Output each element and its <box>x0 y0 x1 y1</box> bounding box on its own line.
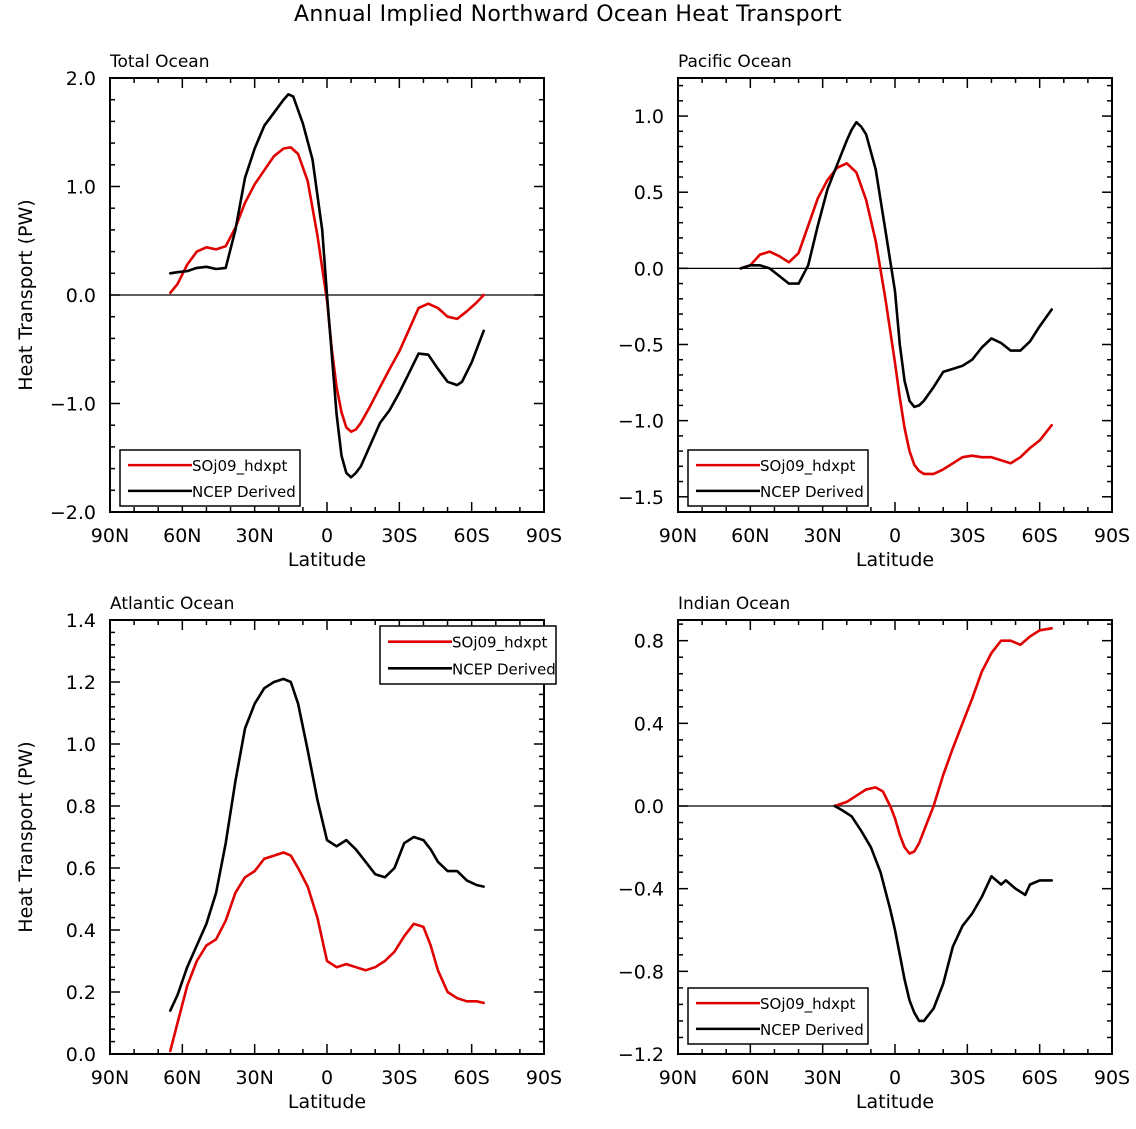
x-tick-label-30S: 30S <box>381 1067 417 1089</box>
panel-title: Total Ocean <box>109 52 210 72</box>
y-tick-label-0p2: 0.2 <box>66 982 96 1004</box>
x-axis-label: Latitude <box>288 549 366 571</box>
x-tick-label-90N: 90N <box>659 1067 697 1089</box>
x-tick-label-0: 0 <box>889 525 901 547</box>
legend: SOj09_hdxpt NCEP Derived <box>687 987 869 1045</box>
y-axis-label: Heat Transport (PW) <box>15 199 37 390</box>
panel-indian-ocean: Indian Ocean −1.2 −0.8 −0.4 0.0 0.4 0.8 90N 60N 3… <box>618 594 1130 1113</box>
x-tick-label-30S: 30S <box>949 525 985 547</box>
legend-label-ncep-derived: NCEP Derived <box>760 483 864 501</box>
legend: SOj09_hdxpt NCEP Derived <box>379 625 557 685</box>
legend: SOj09_hdxpt NCEP Derived <box>119 449 301 507</box>
legend-box <box>379 625 557 685</box>
legend-label-model: SOj09_hdxpt <box>192 457 288 476</box>
y-tick-label-m2: −2.0 <box>50 502 96 524</box>
legend-box <box>687 449 869 507</box>
x-tick-label-30S: 30S <box>949 1067 985 1089</box>
series-line-model <box>169 146 486 434</box>
y-tick-label-1: 1.0 <box>66 734 96 756</box>
y-tick-label-m0p5: −0.5 <box>618 334 664 356</box>
y-tick-label-1p4: 1.4 <box>66 610 96 632</box>
x-tick-label-60S: 60S <box>454 525 490 547</box>
y-tick-label-1: 1.0 <box>634 106 664 128</box>
panel-title: Atlantic Ocean <box>110 594 234 614</box>
x-tick-label-90N: 90N <box>659 525 697 547</box>
y-tick-label-0p4: 0.4 <box>66 920 96 942</box>
series-line-model <box>833 626 1053 855</box>
panel-total-ocean: Total Ocean −2.0 −1.0 0.0 1.0 2.0 90N 60N 30N 0 30… <box>15 52 562 571</box>
x-tick-label-90S: 90S <box>526 1067 562 1089</box>
y-tick-label-0: 0.0 <box>66 1044 96 1066</box>
panel-title: Pacific Ocean <box>678 52 792 72</box>
x-tick-label-60S: 60S <box>1022 1067 1058 1089</box>
x-tick-label-60S: 60S <box>454 1067 490 1089</box>
series-line-ncep-derived <box>833 804 1053 1023</box>
x-tick-label-90S: 90S <box>526 525 562 547</box>
x-axis-label: Latitude <box>856 549 934 571</box>
y-tick-label-0p4: 0.4 <box>634 713 664 735</box>
legend-box <box>687 987 869 1045</box>
y-tick-label-1p2: 1.2 <box>66 672 96 694</box>
x-tick-label-0: 0 <box>321 525 333 547</box>
x-tick-label-0: 0 <box>321 1067 333 1089</box>
y-tick-label-0: 0.0 <box>66 285 96 307</box>
y-tick-label-2: 2.0 <box>66 68 96 90</box>
series-line-ncep-derived <box>169 93 486 479</box>
legend: SOj09_hdxpt NCEP Derived <box>687 449 869 507</box>
series-line-model <box>739 162 1053 476</box>
x-tick-label-60N: 60N <box>731 525 769 547</box>
y-tick-label-0p6: 0.6 <box>66 858 96 880</box>
legend-label-ncep-derived: NCEP Derived <box>192 483 296 501</box>
y-tick-label-m1p2: −1.2 <box>618 1044 664 1066</box>
y-tick-label-m1: −1.0 <box>50 394 96 416</box>
legend-label-ncep-derived: NCEP Derived <box>760 1021 864 1039</box>
y-tick-label-m0p4: −0.4 <box>618 879 664 901</box>
y-tick-label-0: 0.0 <box>634 796 664 818</box>
figure-title: Annual Implied Northward Ocean Heat Tran… <box>294 2 842 27</box>
y-tick-label-m1p5: −1.5 <box>618 487 664 509</box>
x-tick-label-90S: 90S <box>1094 525 1130 547</box>
series-line-ncep-derived <box>169 677 486 1012</box>
x-tick-label-30N: 30N <box>235 525 273 547</box>
x-tick-label-90N: 90N <box>91 1067 129 1089</box>
x-tick-label-60N: 60N <box>163 525 201 547</box>
x-tick-label-60N: 60N <box>731 1067 769 1089</box>
y-tick-label-m1: −1.0 <box>618 411 664 433</box>
x-axis-label: Latitude <box>856 1091 934 1113</box>
y-tick-label-m0p8: −0.8 <box>618 961 664 983</box>
x-tick-label-90S: 90S <box>1094 1067 1130 1089</box>
y-tick-label-0p8: 0.8 <box>66 796 96 818</box>
series-line-model <box>169 851 486 1053</box>
panel-title: Indian Ocean <box>678 594 790 614</box>
x-tick-label-30N: 30N <box>235 1067 273 1089</box>
panel-atlantic-ocean: Atlantic Ocean 0.0 0.2 0.4 0.6 0.8 1.0 1.2 1.4 90… <box>15 594 562 1113</box>
x-tick-label-90N: 90N <box>91 525 129 547</box>
legend-box <box>119 449 301 507</box>
legend-label-model: SOj09_hdxpt <box>760 457 856 476</box>
x-tick-label-30S: 30S <box>381 525 417 547</box>
x-tick-label-0: 0 <box>889 1067 901 1089</box>
x-tick-label-30N: 30N <box>803 1067 841 1089</box>
legend-label-ncep-derived: NCEP Derived <box>452 660 556 678</box>
legend-label-model: SOj09_hdxpt <box>760 995 856 1014</box>
y-tick-label-0: 0.0 <box>634 258 664 280</box>
panel-pacific-ocean: Pacific Ocean −1.5 −1.0 −0.5 0.0 0.5 1.0 90N 60N… <box>618 52 1130 571</box>
y-axis-label: Heat Transport (PW) <box>15 741 37 932</box>
y-tick-label-0p8: 0.8 <box>634 631 664 653</box>
y-tick-label-1: 1.0 <box>66 177 96 199</box>
x-axis-label: Latitude <box>288 1091 366 1113</box>
x-tick-label-30N: 30N <box>803 525 841 547</box>
series-line-ncep-derived <box>739 120 1053 409</box>
x-tick-label-60N: 60N <box>163 1067 201 1089</box>
legend-label-model: SOj09_hdxpt <box>452 634 548 653</box>
x-tick-label-60S: 60S <box>1022 525 1058 547</box>
y-tick-label-0p5: 0.5 <box>634 182 664 204</box>
